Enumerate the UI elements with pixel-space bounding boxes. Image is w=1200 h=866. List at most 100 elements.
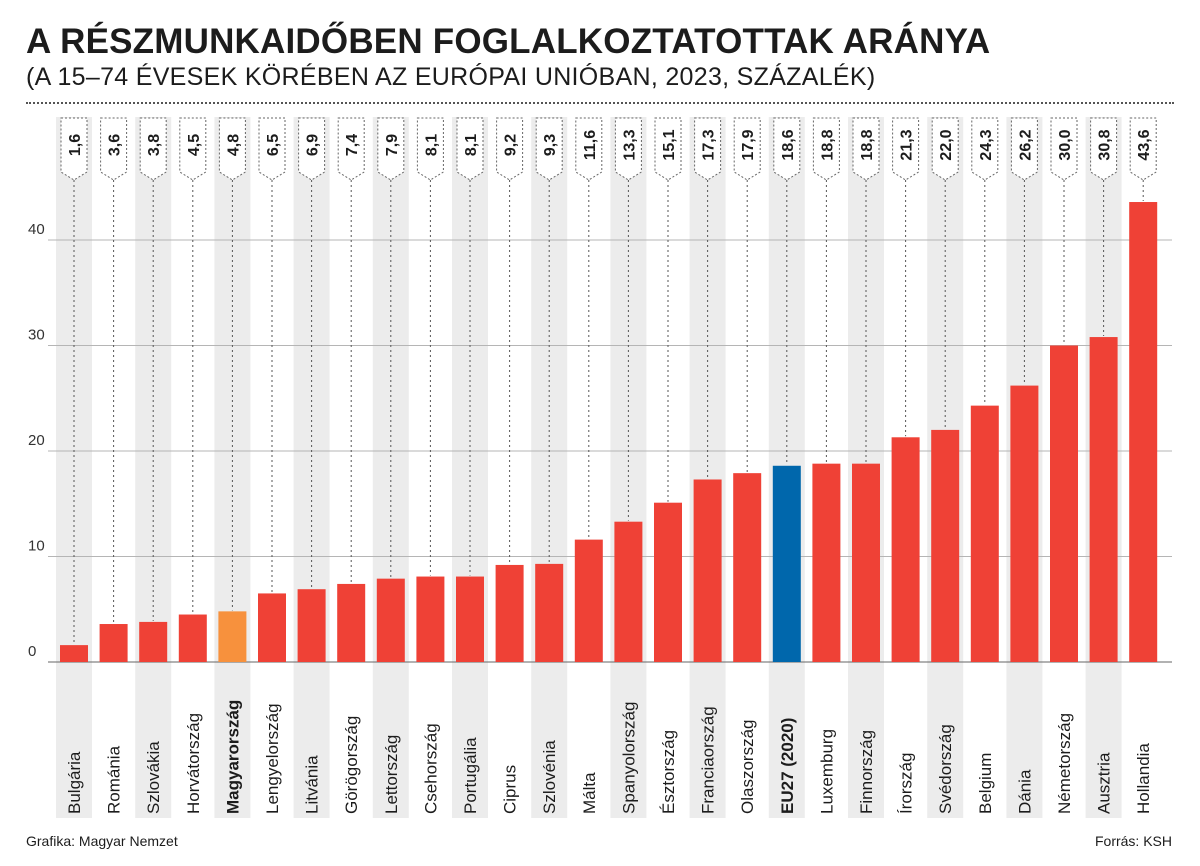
value-label: 17,9 — [740, 129, 757, 160]
bar — [60, 645, 88, 662]
category-label: Szlovákia — [144, 741, 163, 814]
category-label: Finnország — [857, 730, 876, 814]
value-label: 8,1 — [423, 134, 440, 156]
value-label: 18,8 — [859, 129, 876, 160]
category-label: Horvátország — [184, 713, 203, 814]
y-tick-label: 40 — [28, 221, 45, 238]
value-tag — [298, 117, 326, 181]
value-tag — [535, 117, 563, 181]
value-label: 17,3 — [701, 129, 718, 160]
value-tag — [416, 117, 444, 181]
graphic-credit: Grafika: Magyar Nemzet — [26, 833, 178, 849]
value-label: 1,6 — [67, 134, 84, 156]
value-tag — [218, 117, 246, 181]
value-label: 24,3 — [978, 129, 995, 160]
column-stripe — [689, 117, 726, 818]
value-tag — [654, 117, 682, 181]
value-label: 7,9 — [384, 134, 401, 156]
bar — [376, 578, 405, 662]
value-label: 18,8 — [819, 129, 836, 160]
category-label: Magyarország — [223, 700, 242, 814]
category-label: Románia — [105, 745, 124, 814]
value-label: 4,8 — [225, 134, 242, 156]
value-label: 13,3 — [621, 129, 638, 160]
value-tag — [456, 117, 484, 181]
column-stripe — [531, 117, 568, 818]
y-tick-label: 10 — [28, 538, 45, 555]
bar — [178, 614, 207, 662]
bar — [297, 589, 326, 662]
category-label: Portugália — [461, 737, 480, 814]
column-stripe — [452, 117, 488, 818]
category-label: Írország — [897, 753, 916, 814]
value-tag — [694, 117, 722, 181]
value-label: 3,8 — [146, 134, 163, 156]
category-label: Belgium — [976, 753, 995, 814]
value-tag — [496, 117, 524, 181]
value-tag — [60, 117, 88, 181]
category-label: Bulgária — [65, 751, 84, 814]
value-tag — [1010, 117, 1038, 181]
category-label: Szlovénia — [540, 740, 559, 814]
category-label: Olaszország — [738, 720, 757, 814]
bar — [1010, 385, 1039, 662]
title-divider — [26, 102, 1174, 104]
value-label: 30,0 — [1057, 129, 1074, 160]
column-stripe — [293, 117, 330, 818]
value-label: 4,5 — [186, 134, 203, 156]
bar — [456, 576, 484, 662]
bar — [258, 593, 286, 662]
column-stripe — [610, 117, 647, 818]
category-label: Lettország — [382, 735, 401, 814]
data-source: Forrás: KSH — [1094, 833, 1172, 849]
value-tag — [337, 117, 365, 181]
category-label: Ciprus — [501, 765, 520, 814]
bar — [693, 479, 722, 662]
bar — [852, 463, 880, 662]
value-tag — [1050, 117, 1078, 181]
category-label: Spanyolország — [619, 702, 638, 814]
bar — [891, 437, 920, 662]
chart-title: A RÉSZMUNKAIDŐBEN FOGLALKOZTATOTTAK ARÁN… — [26, 22, 991, 61]
bar — [99, 624, 128, 662]
value-tag — [179, 117, 207, 181]
value-tag — [773, 117, 801, 181]
category-label: Észtország — [659, 730, 678, 814]
column-stripe — [214, 117, 251, 818]
value-tag — [852, 117, 880, 181]
value-tag — [812, 117, 840, 181]
bar — [337, 583, 366, 662]
category-label: Hollandia — [1134, 743, 1153, 814]
category-label: Németország — [1055, 713, 1074, 814]
category-label: Ausztria — [1095, 752, 1114, 814]
bar — [139, 621, 168, 662]
value-label: 3,6 — [107, 134, 124, 156]
bar — [970, 405, 999, 662]
value-tag — [614, 117, 642, 181]
bar — [535, 563, 564, 662]
bar — [812, 463, 841, 662]
chart-subtitle: (A 15–74 ÉVESEK KÖRÉBEN AZ EURÓPAI UNIÓB… — [26, 63, 876, 91]
bar — [614, 521, 643, 662]
bar — [1050, 345, 1078, 662]
column-stripe — [135, 117, 172, 818]
value-tag — [1090, 117, 1118, 181]
value-tag — [931, 117, 959, 181]
category-label: Litvánia — [303, 755, 322, 814]
value-tag — [258, 117, 286, 181]
category-label: Dánia — [1015, 769, 1034, 814]
bar — [931, 429, 960, 662]
bar — [218, 611, 247, 662]
value-tag — [100, 117, 128, 181]
value-tag — [139, 117, 167, 181]
category-label: Lengyelország — [263, 703, 282, 814]
y-tick-label: 0 — [28, 643, 36, 660]
category-label: Svédország — [936, 724, 955, 814]
category-label: Csehország — [421, 723, 440, 814]
category-label: Luxemburg — [817, 729, 836, 814]
value-label: 15,1 — [661, 129, 678, 160]
value-tag — [377, 117, 405, 181]
category-label: Görögország — [342, 716, 361, 814]
bar — [1129, 202, 1158, 662]
